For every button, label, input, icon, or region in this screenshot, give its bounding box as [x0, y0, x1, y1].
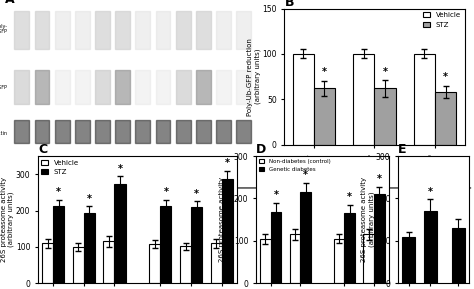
- Legend: Non-diabetes (control), Genetic diabetes: Non-diabetes (control), Genetic diabetes: [259, 159, 330, 172]
- Bar: [75, 70, 90, 104]
- Text: *: *: [303, 170, 308, 180]
- Text: *: *: [194, 189, 199, 199]
- Text: A: A: [5, 0, 14, 6]
- Bar: [55, 70, 70, 104]
- Bar: [191, 207, 202, 283]
- Bar: [353, 54, 374, 144]
- Bar: [53, 206, 64, 283]
- Bar: [35, 120, 49, 143]
- Text: *: *: [428, 187, 433, 197]
- Text: *: *: [443, 72, 448, 82]
- Y-axis label: 26S proteasome activity
(arbitrary units): 26S proteasome activity (arbitrary units…: [219, 177, 232, 262]
- Text: *: *: [383, 66, 388, 77]
- Bar: [115, 70, 130, 104]
- Text: B: B: [284, 0, 294, 9]
- Bar: [216, 11, 231, 49]
- Text: β-actin: β-actin: [0, 131, 7, 136]
- Bar: [136, 120, 150, 143]
- Bar: [334, 239, 345, 283]
- Bar: [210, 243, 222, 283]
- Text: *: *: [322, 68, 327, 77]
- Bar: [155, 70, 170, 104]
- Bar: [176, 70, 191, 104]
- Bar: [196, 70, 211, 104]
- Bar: [115, 11, 130, 49]
- Bar: [236, 70, 251, 104]
- Bar: [236, 11, 251, 49]
- Bar: [271, 212, 282, 283]
- Bar: [75, 120, 90, 143]
- Bar: [345, 213, 355, 283]
- Bar: [292, 54, 314, 144]
- Text: *: *: [87, 194, 92, 204]
- Bar: [14, 120, 29, 143]
- Bar: [14, 11, 29, 49]
- Bar: [103, 241, 115, 283]
- Bar: [73, 247, 84, 283]
- Text: *: *: [118, 164, 122, 174]
- Legend: Vehicle, STZ: Vehicle, STZ: [41, 160, 79, 175]
- Bar: [14, 70, 29, 104]
- Bar: [155, 11, 170, 49]
- Bar: [176, 11, 191, 49]
- Bar: [363, 234, 374, 283]
- Text: *: *: [273, 190, 279, 200]
- Bar: [236, 120, 251, 143]
- Bar: [216, 70, 231, 104]
- Bar: [75, 11, 90, 49]
- Bar: [115, 120, 130, 143]
- Bar: [424, 211, 437, 283]
- Bar: [452, 228, 465, 283]
- Bar: [149, 244, 160, 283]
- Bar: [300, 192, 311, 283]
- Text: *: *: [225, 158, 230, 168]
- Bar: [216, 120, 231, 143]
- Text: Ub-GFP: Ub-GFP: [0, 85, 7, 90]
- Y-axis label: 26S proteasome activity
(arbitrary units): 26S proteasome activity (arbitrary units…: [1, 177, 14, 262]
- Bar: [180, 246, 191, 283]
- Text: *: *: [56, 188, 61, 197]
- Bar: [55, 120, 70, 143]
- Bar: [136, 11, 150, 49]
- Bar: [35, 11, 49, 49]
- Bar: [314, 88, 335, 144]
- Bar: [374, 88, 396, 144]
- Text: *: *: [377, 174, 382, 184]
- Bar: [55, 11, 70, 49]
- Bar: [290, 234, 300, 283]
- Bar: [84, 214, 95, 283]
- Bar: [35, 70, 49, 104]
- Text: E: E: [398, 143, 407, 156]
- Bar: [95, 120, 110, 143]
- Bar: [222, 179, 233, 283]
- Bar: [115, 184, 126, 283]
- Bar: [435, 92, 456, 144]
- Bar: [155, 120, 170, 143]
- Text: *: *: [164, 188, 168, 197]
- Y-axis label: Poly-Ub-GFP reduction
(arbitrary units): Poly-Ub-GFP reduction (arbitrary units): [247, 38, 261, 116]
- Text: poly-
Ub-GFP: poly- Ub-GFP: [0, 24, 7, 34]
- Text: D: D: [256, 143, 266, 156]
- Bar: [136, 70, 150, 104]
- Bar: [414, 54, 435, 144]
- Bar: [95, 11, 110, 49]
- Bar: [196, 120, 211, 143]
- Bar: [260, 239, 271, 283]
- Bar: [402, 238, 415, 283]
- Bar: [95, 70, 110, 104]
- Text: *: *: [347, 192, 352, 202]
- Bar: [160, 206, 172, 283]
- Legend: Vehicle, STZ: Vehicle, STZ: [423, 12, 461, 28]
- Text: Ub$^{G76V}$-GFP: Ub$^{G76V}$-GFP: [309, 199, 350, 210]
- Text: C: C: [38, 143, 47, 156]
- Y-axis label: 26S proteasome activity
(arbitrary units): 26S proteasome activity (arbitrary units…: [361, 177, 374, 262]
- Bar: [42, 243, 53, 283]
- Bar: [176, 120, 191, 143]
- Bar: [374, 194, 384, 283]
- Bar: [196, 11, 211, 49]
